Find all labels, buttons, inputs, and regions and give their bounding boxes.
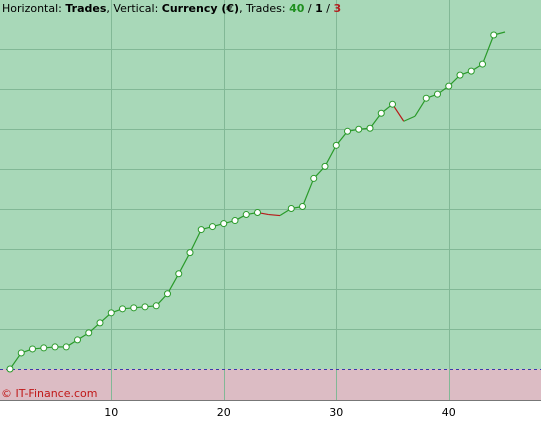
trade-point: [422, 94, 430, 102]
trade-point: [231, 217, 239, 225]
trade-point: [254, 209, 261, 217]
trade-point: [130, 304, 138, 312]
horizontal-value: Trades: [65, 2, 107, 15]
trade-point: [186, 249, 194, 257]
equity-segment-gain: [414, 97, 427, 117]
trade-point: [197, 226, 205, 234]
trade-point: [310, 174, 318, 182]
winning-trades-count: 40: [289, 2, 305, 15]
trade-point: [96, 319, 104, 327]
trade-point: [6, 365, 14, 373]
trade-point: [332, 141, 340, 149]
equity-segment-gain: [301, 178, 315, 207]
vertical-value: Currency (€): [161, 2, 240, 15]
horizontal-label: Horizontal:: [2, 2, 66, 15]
trade-point: [467, 67, 475, 75]
trade-point: [119, 305, 126, 313]
trade-point: [141, 303, 149, 311]
equity-segment-gain: [324, 145, 337, 167]
separator-2: /: [322, 2, 334, 15]
x-axis-strip: [0, 400, 541, 429]
trade-point: [29, 345, 36, 353]
trades-label: , Trades:: [239, 2, 290, 15]
trade-point: [490, 31, 498, 39]
equity-segment-gain: [403, 115, 416, 122]
trade-point: [456, 71, 464, 79]
trade-point: [209, 223, 216, 231]
equity-segment-gain: [481, 34, 495, 65]
x-tick-label: 10: [104, 406, 118, 419]
separator-1: /: [304, 2, 316, 15]
trade-point: [287, 205, 295, 213]
trade-point: [51, 343, 59, 351]
x-tick-label: 30: [329, 406, 343, 419]
trade-point: [377, 109, 385, 117]
trade-point: [85, 329, 93, 337]
trade-point: [74, 336, 81, 344]
loss-zone: [0, 369, 541, 400]
trade-point: [175, 270, 183, 278]
equity-segment-loss: [268, 213, 281, 217]
equity-segment-gain: [189, 229, 202, 253]
losing-trades-count: 3: [333, 2, 342, 15]
vertical-label: , Vertical:: [106, 2, 162, 15]
trade-point: [62, 343, 70, 351]
trade-point: [164, 290, 171, 298]
trade-point: [344, 127, 351, 135]
equity-segment-gain: [166, 273, 180, 295]
trade-point: [152, 302, 160, 310]
even-trades-count: 1: [315, 2, 323, 15]
x-tick-label: 20: [217, 406, 231, 419]
copyright-credit: © IT-Finance.com: [1, 387, 98, 400]
trade-point: [107, 309, 115, 317]
trade-point: [17, 349, 25, 357]
trade-point: [389, 100, 396, 108]
trade-point: [366, 124, 374, 132]
x-tick-label: 40: [442, 406, 456, 419]
trade-point: [321, 162, 329, 170]
trade-point: [355, 125, 363, 133]
trade-point: [299, 203, 306, 211]
trade-point: [220, 220, 228, 228]
trade-point: [445, 82, 453, 90]
equity-segment-gain: [178, 252, 191, 274]
profit-zone: [0, 0, 541, 369]
chart-header: Horizontal: Trades, Vertical: Currency (…: [2, 2, 341, 15]
trade-point: [40, 344, 48, 352]
trade-point: [434, 90, 441, 98]
trade-point: [242, 211, 250, 219]
trade-point: [479, 60, 486, 68]
